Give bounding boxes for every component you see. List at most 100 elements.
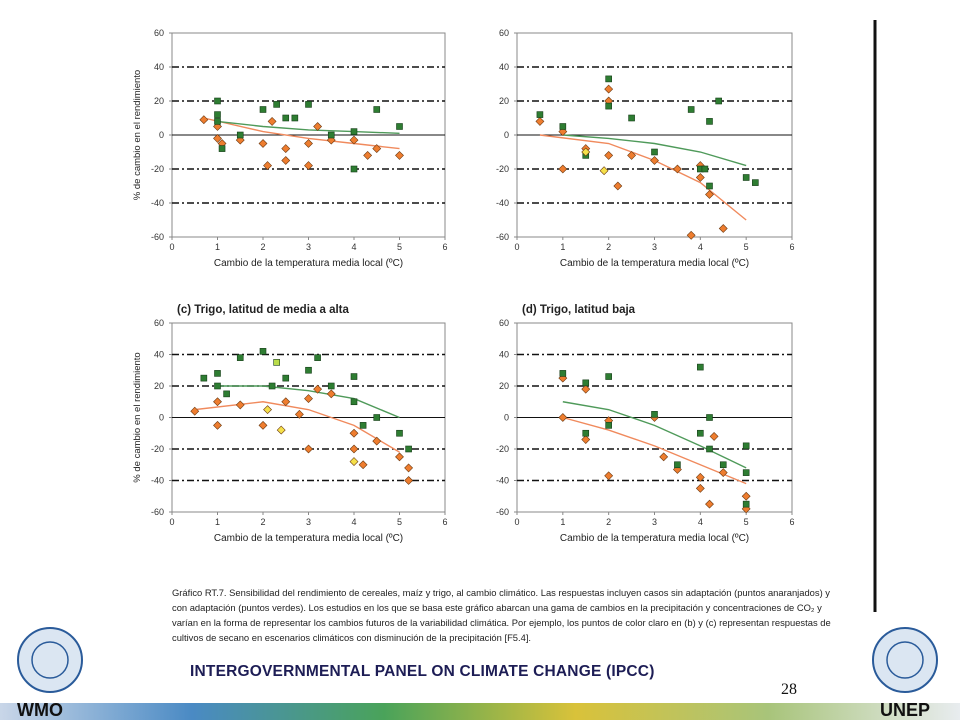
chart: -60 -40 -20 0 20 40 60 0 1 2 3 4 5 6 Cambio de la temp… (132, 304, 448, 544)
x-tick-label: 4 (698, 242, 703, 252)
point (581, 384, 591, 394)
x-tick-label: 1 (560, 242, 565, 252)
point (599, 166, 609, 176)
point (706, 445, 713, 453)
y-tick-label: -40 (496, 476, 509, 486)
x-tick-label: 3 (306, 242, 311, 252)
point (304, 139, 313, 148)
point (742, 174, 750, 181)
y-tick-label: 40 (499, 62, 509, 72)
x-tick-label: 6 (442, 517, 447, 527)
chart: -60 -40 -20 0 20 40 60 0 1 2 3 4 5 6 Cambio de la temp… (496, 28, 795, 269)
point (281, 156, 291, 165)
caption: Gráfico RT.7. Sensibilidad del rendimien… (172, 587, 831, 643)
point (674, 461, 681, 469)
point (396, 123, 403, 130)
trend-line (562, 134, 747, 167)
x-tick-label: 1 (215, 242, 220, 252)
point (263, 405, 272, 415)
y-tick-label: -60 (496, 232, 509, 242)
point (709, 431, 719, 441)
point (581, 435, 591, 444)
x-axis-label: Cambio de la temperatura media local (ºC… (560, 258, 749, 269)
point (373, 106, 381, 113)
point (742, 469, 750, 476)
wmo-logo: WMO (17, 627, 83, 720)
y-tick-label: 60 (499, 318, 509, 328)
point (404, 476, 414, 485)
point (359, 422, 367, 429)
point (350, 373, 358, 380)
point (281, 397, 291, 407)
wmo-text: WMO (17, 700, 63, 720)
x-tick-label: 3 (652, 242, 657, 252)
point (273, 101, 280, 108)
point (718, 224, 728, 233)
point (214, 370, 221, 377)
y-tick-label: -40 (151, 476, 164, 486)
x-tick-label: 3 (652, 517, 657, 527)
point (349, 428, 359, 438)
y-tick-label: 40 (154, 62, 164, 72)
y-tick-label: -60 (496, 507, 509, 517)
y-tick-label: -60 (151, 232, 164, 242)
x-tick-label: 4 (698, 517, 703, 527)
trend-line (539, 134, 747, 221)
point (697, 363, 704, 371)
x-tick-label: 0 (169, 242, 174, 252)
x-tick-label: 1 (215, 517, 220, 527)
point (650, 156, 659, 165)
point (582, 379, 590, 387)
point (695, 173, 705, 182)
y-tick-label: 0 (504, 413, 509, 423)
x-tick-label: 5 (744, 242, 749, 252)
point (705, 499, 714, 509)
point (213, 397, 222, 407)
point (627, 150, 637, 160)
y-tick-label: 0 (159, 130, 164, 140)
trend-line (562, 401, 747, 469)
point (214, 97, 221, 105)
y-tick-label: -40 (496, 198, 509, 208)
point (223, 390, 230, 398)
chart-title: (d) Trigo, latitud baja (522, 304, 636, 316)
y-tick-label: 40 (154, 350, 164, 360)
point (200, 374, 208, 382)
point (742, 500, 750, 508)
footer-title: INTERGOVERNMENTAL PANEL ON CLIMATE CHANG… (190, 663, 655, 680)
point (395, 452, 404, 462)
point (350, 398, 358, 406)
point (259, 106, 267, 113)
y-axis-label: % de cambio en el rendimiento (132, 352, 143, 482)
x-tick-label: 4 (351, 242, 356, 252)
point (372, 144, 382, 154)
point (313, 384, 323, 394)
point (214, 111, 221, 118)
point (536, 111, 544, 118)
unep-text: UNEP (880, 700, 930, 720)
point (291, 114, 299, 122)
y-tick-label: -40 (151, 198, 164, 208)
point (697, 429, 704, 437)
y-tick-label: 40 (499, 350, 509, 360)
y-tick-label: 60 (154, 318, 164, 328)
point (742, 442, 750, 450)
trend-line (194, 401, 400, 453)
point (672, 164, 682, 174)
x-tick-label: 2 (606, 242, 611, 252)
point (582, 429, 590, 437)
x-tick-label: 4 (351, 517, 356, 527)
point (235, 400, 245, 410)
point (363, 150, 373, 160)
point (659, 452, 669, 462)
point (405, 445, 412, 453)
point (281, 144, 291, 154)
point (628, 114, 635, 122)
point (605, 373, 612, 380)
point (719, 461, 727, 469)
y-axis-label: % de cambio en el rendimiento (132, 70, 143, 200)
point (199, 115, 209, 125)
point (404, 463, 414, 473)
y-tick-label: -20 (151, 444, 164, 454)
